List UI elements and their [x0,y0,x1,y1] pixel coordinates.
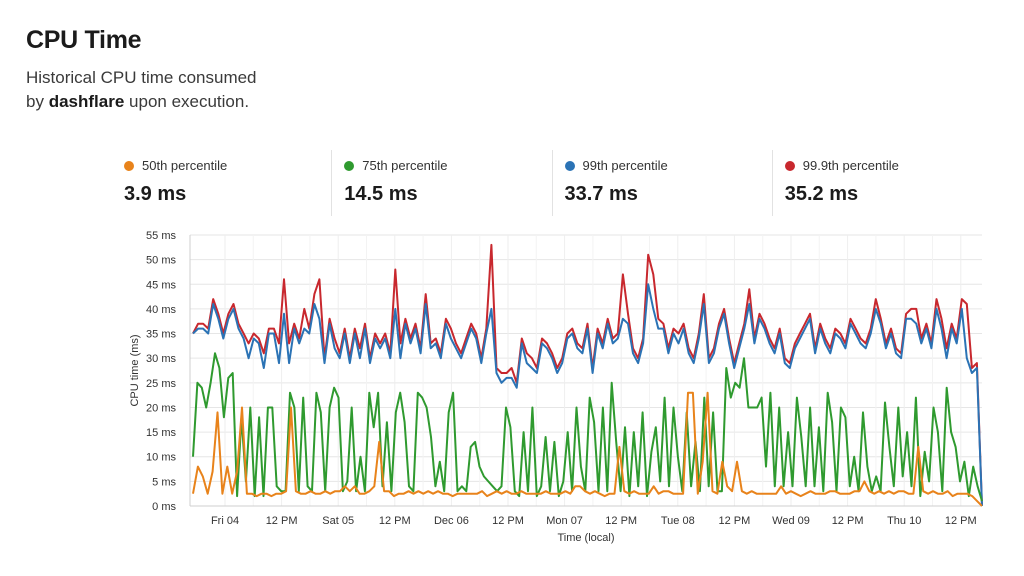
x-tick-label: Sat 05 [322,515,354,527]
y-tick-label: 5 ms [152,476,176,488]
stat-p75-value: 14.5 ms [344,183,418,205]
stat-p75: 75th percentile 14.5 ms [331,150,551,216]
p999-dot-icon [784,160,795,171]
cpu-time-chart[interactable]: 0 ms 5 ms 10 ms 15 ms 20 ms 25 ms 30 ms 35 ms 40… [0,220,1024,550]
p99-dot-icon [564,160,575,171]
y-tick-label: 25 ms [146,378,176,390]
page-title: CPU Time [26,26,142,54]
x-tick-label: Dec 06 [434,515,469,527]
page-subtitle: Historical CPU time consumed by dashflar… [26,66,346,114]
stat-p999-value: 35.2 ms [784,183,859,205]
subtitle-rest: upon execution. [129,92,250,111]
x-tick-label: 12 PM [832,515,864,527]
y-tick-label: 0 ms [152,501,176,513]
x-tick-label: 12 PM [945,515,977,527]
y-tick-label: 10 ms [146,452,176,464]
percentile-stats: 50th percentile 3.9 ms 75th percentile 1… [112,150,992,216]
x-tick-label: Mon 07 [546,515,583,527]
x-tick-label: 12 PM [379,515,411,527]
x-tick-label: 12 PM [719,515,751,527]
y-tick-label: 50 ms [146,255,176,267]
y-tick-label: 15 ms [146,427,176,439]
stat-p50-label: 50th percentile [142,158,228,173]
y-tick-label: 55 ms [146,230,176,242]
y-tick-label: 40 ms [146,304,176,316]
script-name: dashflare [48,92,125,111]
subtitle-line1: Historical CPU time consumed [26,68,257,87]
subtitle-by: by [26,92,44,111]
x-tick-label: 12 PM [605,515,637,527]
series-line-75th-percentile [192,352,983,502]
stat-p50-value: 3.9 ms [124,183,187,205]
y-tick-label: 45 ms [146,279,176,291]
y-tick-label: 35 ms [146,329,176,341]
stat-p99-label: 99th percentile [582,158,668,173]
series-line-99th-percentile [192,283,983,507]
x-tick-label: 12 PM [266,515,298,527]
x-tick-label: 12 PM [492,515,524,527]
stat-p75-label: 75th percentile [362,158,448,173]
x-tick-label: Tue 08 [661,515,695,527]
x-tick-label: Fri 04 [211,515,239,527]
x-tick-label: Wed 09 [772,515,810,527]
y-tick-label: 30 ms [146,353,176,365]
y-axis-title: CPU time (ms) [129,334,141,406]
y-tick-label: 20 ms [146,402,176,414]
p50-dot-icon [124,160,134,171]
x-axis-title: Time (local) [557,532,614,544]
p75-dot-icon [344,160,355,171]
stat-p50: 50th percentile 3.9 ms [112,150,331,216]
x-tick-label: Thu 10 [887,515,921,527]
stat-p99-value: 33.7 ms [564,183,638,205]
stat-p999: 99.9th percentile 35.2 ms [771,150,992,216]
stat-p99: 99th percentile 33.7 ms [551,150,772,216]
series-line-50th-percentile [192,391,983,507]
stat-p999-label: 99.9th percentile [802,158,899,173]
